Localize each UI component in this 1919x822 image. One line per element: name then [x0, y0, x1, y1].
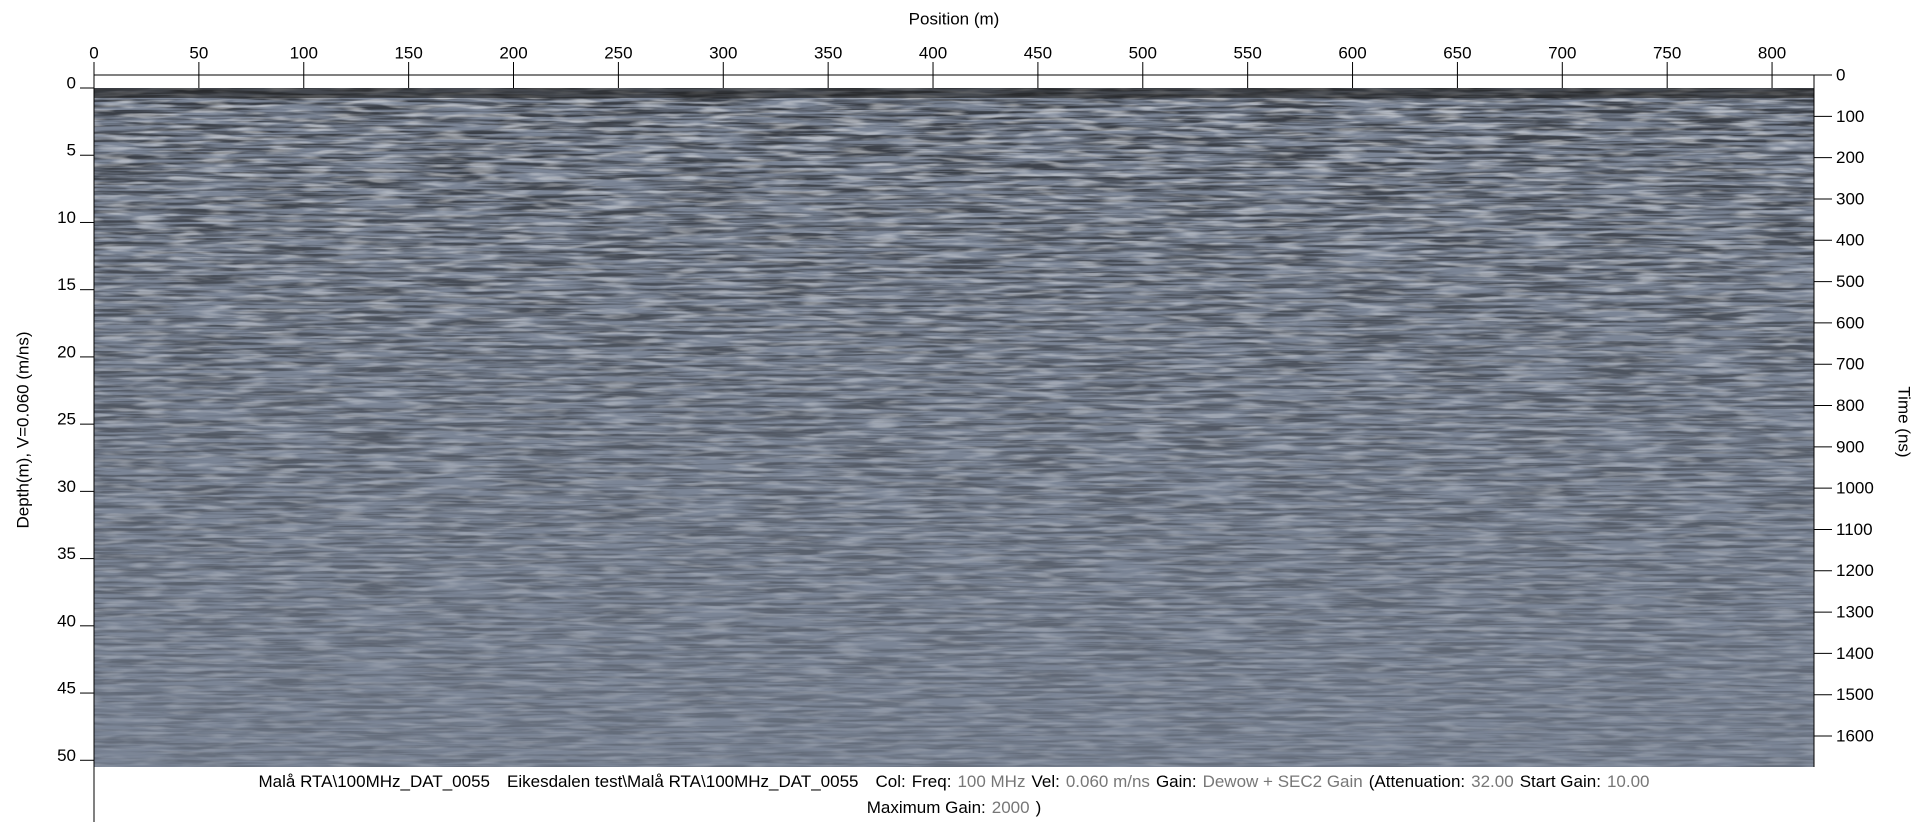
footer-part: Malå RTA\100MHz_DAT_0055	[259, 772, 491, 791]
y-tick-label: 20	[57, 342, 76, 361]
x-tick-label: 650	[1443, 43, 1471, 62]
y-tick-label: 50	[57, 746, 76, 765]
x-tick-label: 500	[1129, 43, 1157, 62]
x-tick-label: 700	[1548, 43, 1576, 62]
surface-reflection	[94, 88, 1814, 98]
y2-tick-label: 700	[1836, 355, 1864, 374]
footer-part: )	[1036, 798, 1042, 817]
y2-tick-label: 1600	[1836, 726, 1874, 745]
x-tick-label: 150	[394, 43, 422, 62]
x-tick-label: 750	[1653, 43, 1681, 62]
y2-tick-label: 900	[1836, 437, 1864, 456]
y-tick-label: 10	[57, 208, 76, 227]
y2-tick-label: 100	[1836, 107, 1864, 126]
y2-tick-label: 300	[1836, 189, 1864, 208]
y2-tick-label: 1000	[1836, 479, 1874, 498]
footer-part: 0.060 m/ns	[1066, 772, 1150, 791]
footer-part: 2000	[992, 798, 1030, 817]
y2-tick-label: 0	[1836, 65, 1845, 84]
y-axis-title: Depth(m), V=0.060 (m/ns)	[13, 332, 32, 529]
y-tick-label: 35	[57, 544, 76, 563]
y-tick-label: 5	[67, 141, 76, 160]
y-tick-label: 25	[57, 410, 76, 429]
y2-tick-label: 1100	[1836, 520, 1873, 539]
y2-axis-title: Time (ns)	[1895, 386, 1914, 457]
y-tick-label: 30	[57, 477, 76, 496]
x-tick-label: 400	[919, 43, 947, 62]
footer-part: Eikesdalen test\Malå RTA\100MHz_DAT_0055	[507, 772, 859, 791]
footer-part: Maximum Gain:	[867, 798, 986, 817]
x-tick-label: 300	[709, 43, 737, 62]
x-axis-title: Position (m)	[909, 9, 1000, 28]
x-tick-label: 250	[604, 43, 632, 62]
y2-tick-label: 400	[1836, 231, 1864, 250]
y-tick-label: 45	[57, 679, 76, 698]
x-tick-label: 0	[89, 43, 98, 62]
y2-tick-label: 1500	[1836, 685, 1874, 704]
footer-line: Malå RTA\100MHz_DAT_0055 Eikesdalen test\…	[259, 772, 1650, 791]
footer-part: Col:	[876, 772, 906, 791]
x-tick-label: 100	[290, 43, 318, 62]
x-tick-label: 450	[1024, 43, 1052, 62]
y-tick-label: 40	[57, 611, 76, 630]
y2-tick-label: 200	[1836, 148, 1864, 167]
footer-part: Start Gain:	[1520, 772, 1601, 791]
radargram-texture	[94, 88, 1814, 767]
footer-part: 100 MHz	[957, 772, 1025, 791]
footer-part: (Attenuation:	[1369, 772, 1465, 791]
x-tick-label: 600	[1338, 43, 1366, 62]
x-tick-label: 350	[814, 43, 842, 62]
y-tick-label: 0	[67, 73, 76, 92]
x-tick-label: 50	[189, 43, 208, 62]
footer-part: 32.00	[1471, 772, 1514, 791]
y2-tick-label: 1200	[1836, 561, 1874, 580]
footer-line: Maximum Gain: 2000)	[867, 798, 1042, 817]
x-tick-label: 800	[1758, 43, 1786, 62]
footer-part: Dewow + SEC2 Gain	[1203, 772, 1363, 791]
y2-tick-label: 1300	[1836, 603, 1874, 622]
footer-part: 10.00	[1607, 772, 1650, 791]
y2-tick-label: 1400	[1836, 644, 1874, 663]
x-tick-label: 550	[1233, 43, 1261, 62]
footer-part: Vel:	[1031, 772, 1059, 791]
y2-tick-label: 500	[1836, 272, 1864, 291]
x-tick-label: 200	[499, 43, 527, 62]
footer-part: Gain:	[1156, 772, 1197, 791]
y-tick-label: 15	[57, 275, 76, 294]
y2-tick-label: 800	[1836, 396, 1864, 415]
y2-tick-label: 600	[1836, 313, 1864, 332]
footer-part: Freq:	[912, 772, 952, 791]
